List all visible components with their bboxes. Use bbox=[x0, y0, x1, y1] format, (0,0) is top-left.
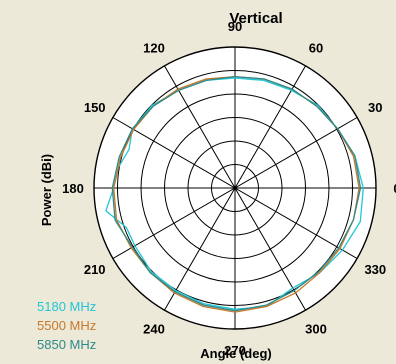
y-axis-label: Power (dBi) bbox=[39, 154, 54, 226]
legend: 5180 MHz 5500 MHz 5850 MHz bbox=[37, 299, 96, 352]
angle-tick-label: 270 bbox=[224, 343, 246, 358]
angle-tick-label: 90 bbox=[228, 19, 242, 34]
angle-tick-label: 300 bbox=[305, 321, 327, 336]
polar-grid bbox=[93, 46, 377, 330]
legend-entry: 5850 MHz bbox=[37, 337, 96, 352]
angle-tick-label: 150 bbox=[84, 100, 106, 115]
angle-tick-label: 30 bbox=[368, 100, 382, 115]
x-axis-label: Angle (deg) bbox=[200, 346, 272, 361]
grid-spoke bbox=[112, 117, 358, 259]
series-lines bbox=[105, 75, 364, 313]
legend-entry: 5500 MHz bbox=[37, 318, 96, 333]
angle-tick-labels: 0 30 60 90 120 150 180 210 240 270 300 330 bbox=[62, 19, 396, 358]
angle-tick-label: 180 bbox=[62, 181, 84, 196]
angle-tick-label: 240 bbox=[143, 321, 165, 336]
angle-tick-label: 210 bbox=[84, 262, 106, 277]
angle-tick-label: 0 bbox=[393, 181, 396, 196]
angle-tick-label: 330 bbox=[364, 262, 386, 277]
legend-entry: 5180 MHz bbox=[37, 299, 96, 314]
angle-tick-label: 60 bbox=[309, 41, 323, 56]
series-line bbox=[111, 75, 362, 312]
angle-tick-label: 120 bbox=[143, 41, 165, 56]
chart-title: Vertical bbox=[229, 10, 282, 27]
